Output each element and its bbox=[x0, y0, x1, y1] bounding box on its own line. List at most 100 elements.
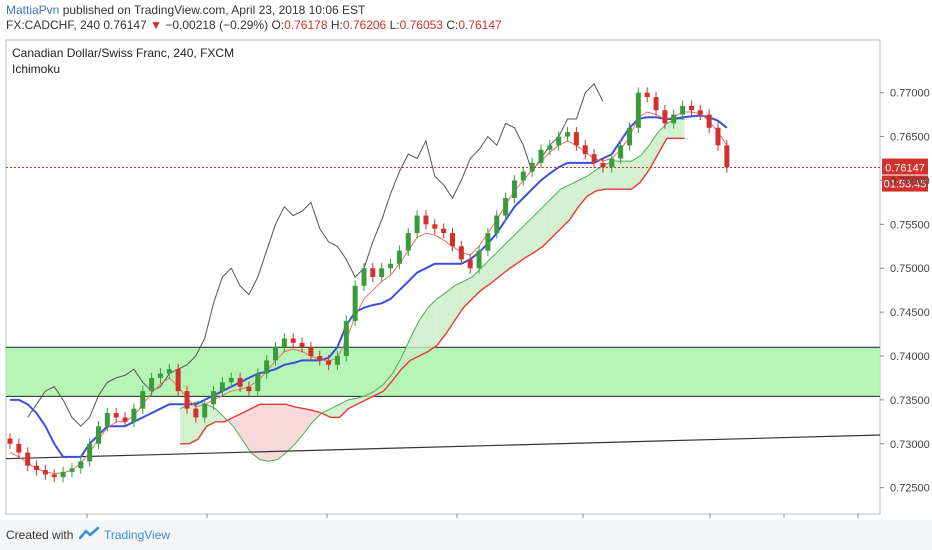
candle-body bbox=[219, 382, 225, 392]
y-tick-label: 0.75000 bbox=[890, 263, 930, 275]
candle-body bbox=[520, 171, 526, 181]
candle-body bbox=[396, 250, 402, 264]
y-tick-label: 0.72500 bbox=[890, 483, 930, 495]
candle-body bbox=[193, 408, 199, 418]
countdown-badge bbox=[882, 175, 928, 192]
publish-line: MattiaPvn published on TradingView.com, … bbox=[6, 3, 365, 17]
candle-body bbox=[441, 228, 447, 234]
footer: Created with TradingView bbox=[0, 520, 932, 550]
price-chart[interactable]: 0.76147 01:53:45 0.77000 0.76500 0.76000 0.7… bbox=[0, 36, 932, 520]
candle-body bbox=[671, 114, 677, 124]
candle-body bbox=[494, 215, 500, 234]
candle-body bbox=[414, 215, 420, 234]
candle-body bbox=[715, 127, 721, 146]
candle-body bbox=[290, 338, 296, 343]
author-link[interactable]: MattiaPvn bbox=[6, 3, 60, 17]
candle-body bbox=[609, 158, 615, 168]
candle-body bbox=[379, 268, 385, 277]
cloud-segment bbox=[534, 206, 543, 253]
candle-body bbox=[511, 180, 517, 198]
down-arrow-icon: ▼ bbox=[150, 18, 162, 32]
candle-body bbox=[697, 110, 703, 115]
y-tick-label: 0.74500 bbox=[890, 307, 930, 319]
price-badge bbox=[882, 158, 928, 175]
candle-body bbox=[157, 373, 163, 378]
cloud-segment bbox=[507, 233, 517, 270]
candle-body bbox=[299, 342, 305, 348]
cloud-segment bbox=[427, 298, 437, 352]
candle-body bbox=[264, 360, 270, 374]
cloud-segment bbox=[242, 408, 251, 453]
chart-title: Canadian Dollar/Swiss Franc, 240, FXCM bbox=[12, 46, 235, 60]
candle-body bbox=[352, 285, 358, 321]
cloud-segment bbox=[259, 404, 269, 462]
candle-body bbox=[627, 127, 632, 146]
y-tick-label: 0.77000 bbox=[890, 88, 930, 100]
candle-body bbox=[69, 468, 75, 472]
chikou-span bbox=[27, 83, 604, 427]
cloud-segment bbox=[419, 307, 428, 356]
cloud-segment bbox=[374, 384, 384, 396]
cloud-segment bbox=[649, 132, 658, 170]
candle-body bbox=[538, 149, 544, 163]
candle-body bbox=[255, 373, 261, 392]
cloud-segment bbox=[250, 404, 260, 460]
candle-body bbox=[175, 369, 181, 392]
candle-body bbox=[618, 145, 624, 159]
candle-body bbox=[7, 438, 13, 444]
candle-body bbox=[600, 162, 606, 168]
candle-body bbox=[476, 250, 482, 269]
candle-body bbox=[724, 145, 730, 168]
published-text: published on TradingView.com, April 23, … bbox=[62, 3, 366, 17]
cloud-segment bbox=[215, 408, 225, 422]
candle-body bbox=[529, 162, 535, 172]
close-label: C: bbox=[446, 18, 459, 32]
candle-body bbox=[16, 443, 22, 453]
candle-body bbox=[565, 132, 571, 137]
candle-body bbox=[34, 465, 40, 471]
candle-body bbox=[653, 97, 659, 111]
low-value: 0.76053 bbox=[399, 18, 443, 32]
cloud-segment bbox=[188, 401, 198, 444]
candle-body bbox=[458, 246, 464, 260]
candle-body bbox=[60, 471, 66, 478]
candle-body bbox=[113, 413, 119, 418]
candle-body bbox=[308, 347, 314, 356]
candle-body bbox=[273, 347, 278, 361]
tradingview-brand[interactable]: TradingView bbox=[104, 528, 171, 542]
candle-body bbox=[635, 92, 641, 128]
cloud-segment bbox=[339, 399, 349, 418]
indicator-name[interactable]: Ichimoku bbox=[12, 62, 61, 76]
cloud-segment bbox=[631, 155, 641, 190]
candle-body bbox=[166, 369, 172, 374]
support-zone bbox=[6, 347, 880, 397]
open-label: O: bbox=[271, 18, 285, 32]
candle-body bbox=[591, 154, 597, 163]
y-tick-label: 0.73500 bbox=[890, 395, 930, 407]
candle-body bbox=[556, 136, 562, 146]
created-with-text: Created with bbox=[6, 528, 74, 542]
candle-body bbox=[423, 215, 429, 225]
cloud-segment bbox=[286, 404, 296, 453]
cloud-segment bbox=[206, 404, 216, 427]
cloud-segment bbox=[277, 404, 287, 460]
cloud-segment bbox=[551, 189, 561, 238]
open-value: 0.76178 bbox=[284, 18, 328, 32]
cloud-segment bbox=[445, 285, 455, 335]
candle-body bbox=[317, 356, 323, 361]
candle-body bbox=[184, 391, 190, 409]
candle-body bbox=[149, 377, 155, 392]
candle-body bbox=[25, 452, 31, 466]
candle-body bbox=[361, 268, 367, 286]
candle-body bbox=[211, 391, 217, 405]
candle-body bbox=[228, 377, 234, 383]
candle-body bbox=[432, 224, 438, 229]
low-label: L: bbox=[389, 18, 400, 32]
change-value: −0.00218 (−0.29%) bbox=[165, 18, 269, 32]
cloud-segment bbox=[365, 391, 375, 400]
cloud-segment bbox=[410, 320, 420, 361]
ohlc-line: FX:CADCHF, 240 0.76147 ▼ −0.00218 (−0.29… bbox=[6, 18, 502, 32]
candle-body bbox=[582, 145, 588, 155]
cloud-segment bbox=[498, 241, 508, 277]
cloud-segment bbox=[268, 404, 278, 462]
